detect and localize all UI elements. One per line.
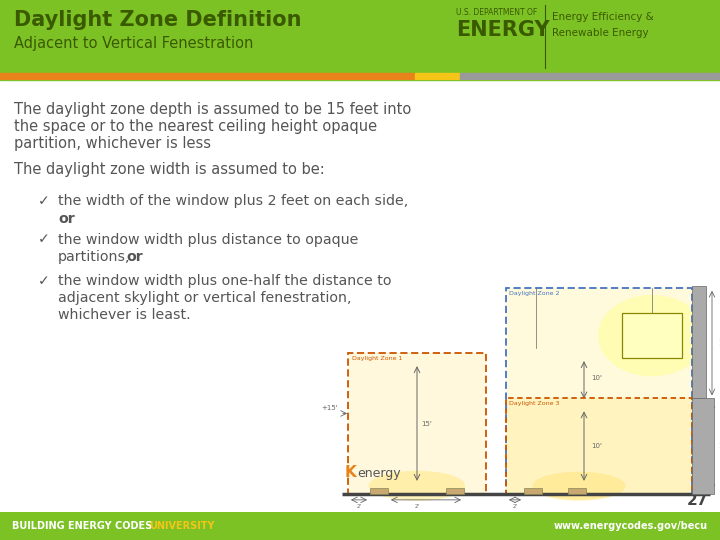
- Text: adjacent skylight or vertical fenestration,: adjacent skylight or vertical fenestrati…: [58, 291, 351, 305]
- Text: 13': 13': [718, 340, 720, 346]
- Bar: [524, 488, 542, 494]
- Text: Daylight Zone Definition: Daylight Zone Definition: [14, 10, 302, 30]
- Text: 15': 15': [421, 421, 432, 427]
- Ellipse shape: [533, 472, 626, 500]
- Text: UNIVERSITY: UNIVERSITY: [149, 521, 215, 531]
- Text: Skylight: Skylight: [638, 333, 666, 339]
- Text: the window width plus one-half the distance to: the window width plus one-half the dista…: [58, 274, 392, 288]
- Text: Daylight Zone 2: Daylight Zone 2: [509, 291, 559, 296]
- Bar: [506, 288, 692, 494]
- Text: whichever is least.: whichever is least.: [58, 308, 191, 322]
- Text: 27: 27: [687, 493, 708, 508]
- Text: K: K: [345, 465, 356, 480]
- Text: www.energycodes.gov/becu: www.energycodes.gov/becu: [554, 521, 708, 531]
- Bar: [370, 488, 388, 494]
- Text: 2': 2': [415, 504, 420, 509]
- Text: 2': 2': [513, 504, 518, 509]
- Text: the window width plus distance to opaque: the window width plus distance to opaque: [58, 233, 359, 247]
- Bar: [692, 286, 706, 399]
- Text: or: or: [126, 249, 143, 264]
- Text: BUILDING ENERGY CODES: BUILDING ENERGY CODES: [12, 521, 156, 531]
- Text: energy: energy: [357, 467, 400, 480]
- Text: 1.5': 1.5': [718, 443, 720, 449]
- Text: Renewable Energy: Renewable Energy: [552, 28, 649, 38]
- Text: U.S. DEPARTMENT OF: U.S. DEPARTMENT OF: [456, 8, 537, 17]
- Bar: [0, 73, 415, 80]
- Bar: [446, 488, 464, 494]
- Text: the width of the window plus 2 feet on each side,: the width of the window plus 2 feet on e…: [58, 194, 408, 208]
- Text: partition, whichever is less: partition, whichever is less: [14, 136, 211, 151]
- Text: ✓: ✓: [38, 233, 50, 247]
- Text: 10': 10': [591, 443, 602, 449]
- Bar: [348, 353, 486, 494]
- Text: +15': +15': [322, 406, 338, 411]
- Text: partitions,: partitions,: [58, 249, 130, 264]
- Text: or: or: [58, 212, 75, 226]
- Bar: [506, 399, 692, 494]
- Text: Daylight Zone 1: Daylight Zone 1: [352, 356, 402, 361]
- Bar: [460, 73, 720, 80]
- Ellipse shape: [369, 471, 465, 501]
- Text: ✓: ✓: [38, 274, 50, 288]
- Text: Adjacent to Vertical Fenestration: Adjacent to Vertical Fenestration: [14, 36, 253, 51]
- Text: ENERGY: ENERGY: [456, 20, 549, 40]
- Text: 2': 2': [356, 504, 361, 509]
- Text: The daylight zone width is assumed to be:: The daylight zone width is assumed to be…: [14, 163, 325, 177]
- Text: 10': 10': [591, 375, 602, 381]
- Text: Daylight Zone 3: Daylight Zone 3: [509, 401, 559, 407]
- Bar: [568, 488, 586, 494]
- Text: Energy Efficiency &: Energy Efficiency &: [552, 12, 654, 22]
- Bar: [506, 288, 692, 494]
- Text: The daylight zone depth is assumed to be 15 feet into: The daylight zone depth is assumed to be…: [14, 102, 411, 117]
- Text: the space or to the nearest ceiling height opaque: the space or to the nearest ceiling heig…: [14, 119, 377, 134]
- Ellipse shape: [598, 295, 706, 376]
- Bar: [622, 313, 682, 358]
- Bar: [506, 399, 692, 494]
- Bar: [415, 73, 460, 80]
- Bar: [348, 353, 486, 494]
- Ellipse shape: [533, 471, 626, 501]
- Bar: [692, 399, 714, 494]
- Text: ✓: ✓: [38, 194, 50, 208]
